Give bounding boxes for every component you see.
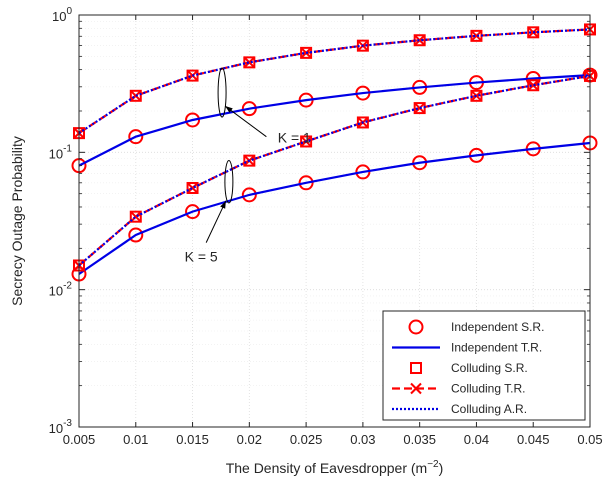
plot-frame xyxy=(78,14,591,428)
square-marker xyxy=(410,362,422,374)
circle-marker xyxy=(128,227,144,243)
y-tick-label: 10-1 xyxy=(49,143,73,161)
annotation-label: K = 1 xyxy=(278,130,311,146)
x-tick-label: 0.05 xyxy=(577,432,602,447)
legend-entry: Independent S.R. xyxy=(408,319,544,335)
annotation-ellipse xyxy=(224,159,234,204)
legend: Independent S.R. Independent T.R. Colludin… xyxy=(382,310,586,421)
square-marker xyxy=(186,181,199,194)
circle-marker xyxy=(185,204,201,220)
x-marker xyxy=(130,90,142,102)
x-tick-label: 0.045 xyxy=(517,432,550,447)
legend-box xyxy=(382,310,586,421)
square-marker xyxy=(129,89,142,102)
y-axis-label: Secrecy Outage Probability xyxy=(9,136,25,306)
x-marker xyxy=(130,210,142,223)
series-independent-t-r- xyxy=(78,74,591,167)
x-marker xyxy=(527,79,539,91)
annotation-arrowhead xyxy=(225,106,233,113)
y-tick-label: 10-3 xyxy=(49,418,73,436)
series-line xyxy=(78,74,591,167)
annotation-arrowhead xyxy=(220,200,226,209)
x-tick-label: 0.02 xyxy=(237,432,262,447)
annotation-label: K = 5 xyxy=(185,248,218,264)
series-line xyxy=(78,28,591,135)
legend-label: Independent T.R. xyxy=(451,341,542,355)
circle-marker xyxy=(241,187,257,203)
legend-label: Colluding S.R. xyxy=(451,361,528,375)
square-marker xyxy=(356,116,369,129)
x-tick-label: 0.04 xyxy=(464,432,489,447)
x-marker xyxy=(186,182,199,194)
x-marker xyxy=(470,30,483,42)
circle-marker xyxy=(298,175,314,191)
tick-layer: 0.005 0.01 0.015 0.02 0.025 0.03 0.035 0.04 0.04… xyxy=(49,6,603,447)
x-marker xyxy=(410,382,422,395)
x-marker xyxy=(413,102,426,114)
legend-label: Colluding A.R. xyxy=(451,402,527,416)
x-tick-label: 0.005 xyxy=(63,432,96,447)
legend-entry: Independent T.R. xyxy=(392,341,542,355)
series-colluding-a-r- xyxy=(78,28,591,135)
annotation-layer: K = 1 K = 5 xyxy=(185,67,311,264)
circle-marker xyxy=(185,112,201,128)
square-marker xyxy=(243,56,256,69)
circle-marker xyxy=(408,319,424,335)
x-tick-label: 0.025 xyxy=(290,432,323,447)
square-marker xyxy=(129,210,142,223)
x-marker xyxy=(413,34,426,46)
y-tick-label: 100 xyxy=(52,6,72,24)
x-tick-label: 0.01 xyxy=(123,432,148,447)
series-line xyxy=(78,74,591,267)
x-tick-label: 0.03 xyxy=(350,432,375,447)
circle-marker xyxy=(128,129,144,145)
x-tick-label: 0.015 xyxy=(176,432,209,447)
square-marker xyxy=(300,135,313,148)
x-axis-label-exponent: −2 xyxy=(427,459,439,470)
y-tick-label: 10-2 xyxy=(49,281,73,299)
legend-entry: Colluding A.R. xyxy=(392,402,527,416)
square-marker xyxy=(243,154,256,167)
series-line xyxy=(78,28,591,135)
x-axis-label: The Density of Eavesdropper (m−2) xyxy=(226,459,444,476)
legend-label: Independent S.R. xyxy=(451,320,544,334)
annotation-ellipse xyxy=(217,67,227,118)
annotation-arrow xyxy=(205,200,227,243)
square-marker xyxy=(186,69,199,82)
legend-entry: Colluding T.R. xyxy=(392,382,525,396)
grid xyxy=(79,15,590,427)
legend-entry: Colluding S.R. xyxy=(410,361,528,375)
series-line xyxy=(78,141,591,275)
series-independent-t-r- xyxy=(78,141,591,275)
annotation-arrow xyxy=(224,105,267,138)
x-marker xyxy=(243,56,256,69)
x-tick-label: 0.035 xyxy=(403,432,436,447)
legend-label: Colluding T.R. xyxy=(451,382,525,396)
series-colluding-t-r- xyxy=(73,70,596,272)
